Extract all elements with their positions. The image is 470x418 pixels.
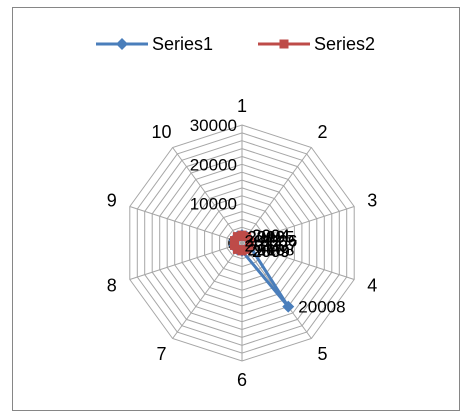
data-label: 2012 xyxy=(245,232,283,251)
data-label: 2005 xyxy=(257,228,295,247)
series2-marker xyxy=(229,240,239,250)
data-label: 2009 xyxy=(252,242,290,261)
radial-tick-label: 20000 xyxy=(190,155,237,174)
data-label: 2006 xyxy=(260,232,298,251)
data-label: 2013 xyxy=(247,228,285,247)
series2-marker xyxy=(242,244,252,254)
data-label: 2005 xyxy=(257,228,295,247)
data-label: 2007 xyxy=(260,236,298,255)
category-label: 1 xyxy=(237,96,247,116)
radar-spoke xyxy=(241,242,355,280)
legend-marker-series1 xyxy=(116,38,128,50)
series1-marker xyxy=(282,300,295,313)
category-label: 4 xyxy=(367,275,377,295)
data-label: 20008 xyxy=(298,298,345,317)
data-label: 2009 xyxy=(252,242,290,261)
series2-marker xyxy=(237,230,247,240)
radar-spoke xyxy=(129,242,243,280)
legend-label: Series2 xyxy=(314,34,375,54)
radial-tick-label: 30000 xyxy=(190,116,237,135)
category-label: 8 xyxy=(107,275,117,295)
data-label: 2008 xyxy=(257,240,295,259)
category-label: 7 xyxy=(156,344,166,364)
data-label: 2004 xyxy=(252,226,290,245)
data-label: 2007 xyxy=(260,236,298,255)
data-label: 2011 xyxy=(245,236,282,255)
legend-marker-series2 xyxy=(279,39,289,49)
radar-spoke xyxy=(241,147,312,244)
data-label: 2013 xyxy=(247,228,285,247)
category-label: 3 xyxy=(367,191,377,211)
category-label: 2 xyxy=(317,122,327,142)
radar-spoke xyxy=(129,206,243,244)
data-label: 2006 xyxy=(260,232,298,251)
radar-spoke xyxy=(172,242,243,339)
category-label: 10 xyxy=(151,122,171,142)
series2-marker xyxy=(245,236,255,246)
radial-tick-label: 10000 xyxy=(190,195,237,214)
legend-label: Series1 xyxy=(152,34,213,54)
category-label: 6 xyxy=(237,370,247,390)
category-label: 5 xyxy=(317,344,327,364)
series2-marker xyxy=(237,246,247,256)
data-label: 2010 xyxy=(247,240,285,259)
radar-spoke xyxy=(172,147,243,244)
data-label: 2010 xyxy=(247,240,285,259)
series2-marker xyxy=(232,232,242,242)
data-label: 2004 xyxy=(252,226,290,245)
radar-spoke xyxy=(241,206,355,244)
category-label: 9 xyxy=(107,191,117,211)
